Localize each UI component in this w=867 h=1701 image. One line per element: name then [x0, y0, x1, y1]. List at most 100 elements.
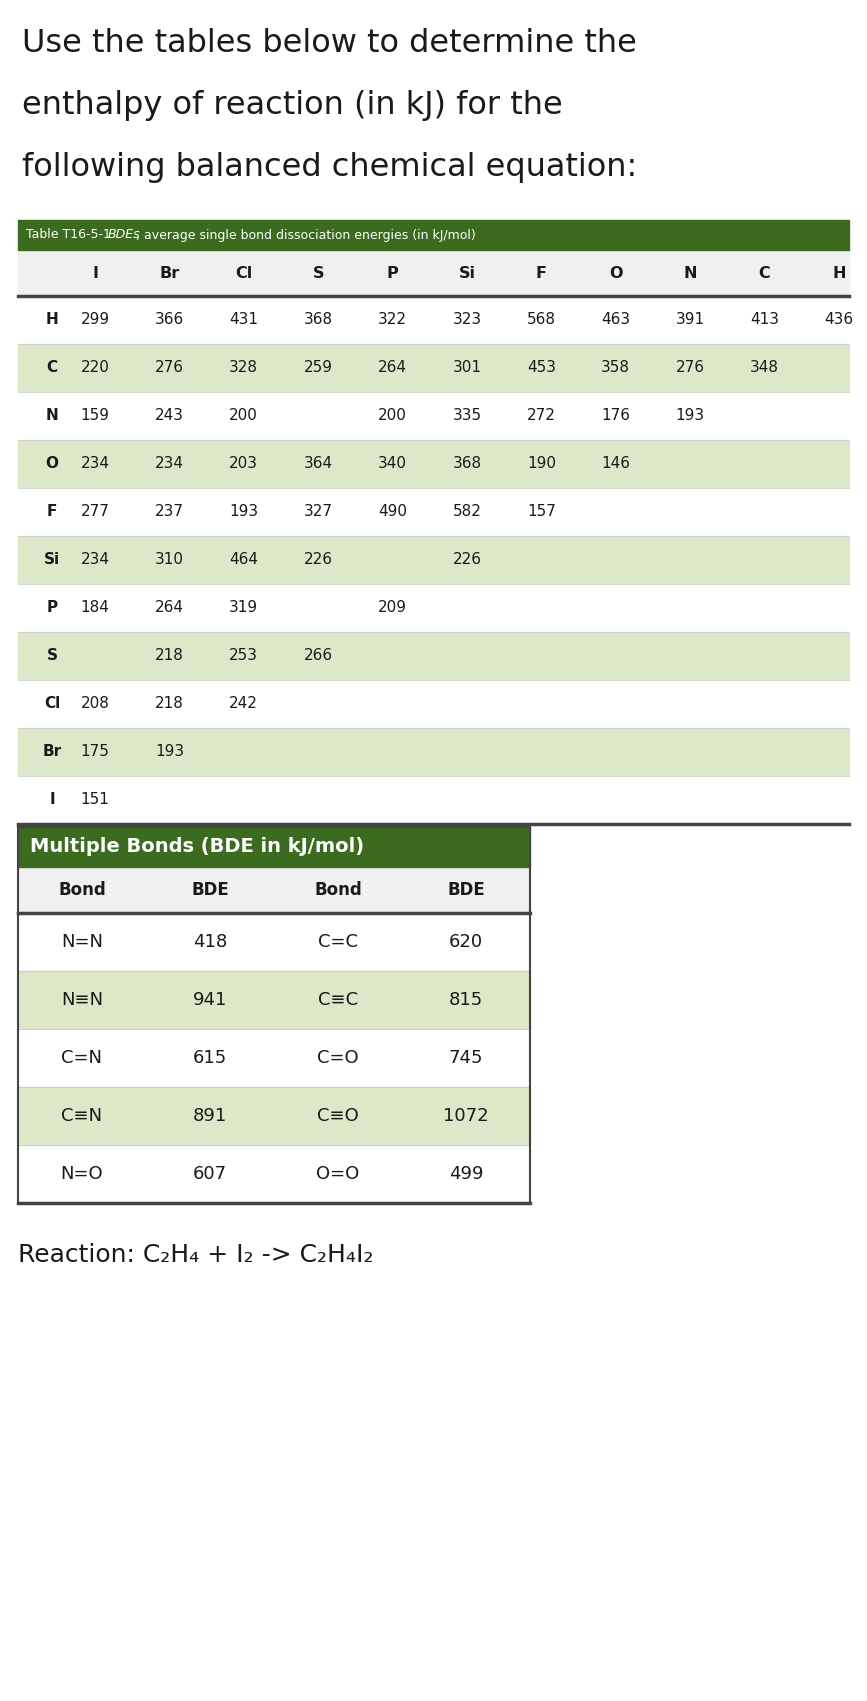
Text: 364: 364: [303, 456, 333, 471]
Bar: [18, 219, 849, 250]
Text: 327: 327: [303, 505, 333, 519]
Text: 340: 340: [378, 456, 407, 471]
Text: 499: 499: [449, 1165, 483, 1182]
Bar: [18, 391, 849, 441]
Text: 368: 368: [453, 456, 481, 471]
Text: Use the tables below to determine the: Use the tables below to determine the: [22, 27, 637, 60]
Bar: [18, 344, 849, 391]
Text: Bond: Bond: [58, 881, 106, 900]
Text: 568: 568: [527, 313, 556, 328]
Bar: [18, 633, 849, 680]
Text: C: C: [47, 361, 57, 376]
Text: BDE: BDE: [447, 881, 485, 900]
Text: C≡O: C≡O: [317, 1107, 359, 1124]
Text: N: N: [46, 408, 58, 424]
Text: , average single bond dissociation energies (in kJ/mol): , average single bond dissociation energ…: [136, 228, 476, 242]
Text: 323: 323: [453, 313, 481, 328]
Text: P: P: [387, 265, 399, 281]
Text: Si: Si: [459, 265, 475, 281]
Text: 184: 184: [81, 600, 109, 616]
Text: 243: 243: [155, 408, 184, 424]
Text: P: P: [47, 600, 57, 616]
Text: 264: 264: [378, 361, 407, 376]
Text: 193: 193: [675, 408, 705, 424]
Text: 463: 463: [601, 313, 630, 328]
Text: Reaction: C₂H₄ + I₂ -> C₂H₄I₂: Reaction: C₂H₄ + I₂ -> C₂H₄I₂: [18, 1243, 374, 1267]
Text: C=N: C=N: [62, 1050, 102, 1067]
Bar: [18, 1145, 530, 1203]
Text: 234: 234: [81, 456, 109, 471]
Text: F: F: [47, 505, 57, 519]
Text: 264: 264: [155, 600, 184, 616]
Bar: [18, 868, 530, 913]
Text: 391: 391: [675, 313, 705, 328]
Text: 218: 218: [155, 648, 184, 663]
Text: 242: 242: [230, 696, 258, 711]
Text: C≡C: C≡C: [318, 992, 358, 1009]
Text: 209: 209: [378, 600, 407, 616]
Text: 220: 220: [81, 361, 109, 376]
Text: 226: 226: [453, 553, 481, 568]
Bar: [18, 488, 849, 536]
Bar: [18, 536, 849, 583]
Bar: [18, 250, 849, 296]
Text: 464: 464: [229, 553, 258, 568]
Text: 190: 190: [527, 456, 556, 471]
Text: 157: 157: [527, 505, 556, 519]
Bar: [18, 441, 849, 488]
Text: S: S: [47, 648, 57, 663]
Bar: [18, 728, 849, 776]
Text: N=O: N=O: [61, 1165, 103, 1182]
Text: Si: Si: [44, 553, 60, 568]
Text: 234: 234: [155, 456, 184, 471]
Text: 208: 208: [81, 696, 109, 711]
Text: 745: 745: [449, 1050, 483, 1067]
Text: 607: 607: [193, 1165, 227, 1182]
Text: 319: 319: [229, 600, 258, 616]
Bar: [18, 583, 849, 633]
Text: 328: 328: [229, 361, 258, 376]
Bar: [18, 776, 849, 823]
Text: 176: 176: [602, 408, 630, 424]
Text: 891: 891: [192, 1107, 227, 1124]
Text: 815: 815: [449, 992, 483, 1009]
Text: 253: 253: [229, 648, 258, 663]
Text: 413: 413: [750, 313, 779, 328]
Text: O=O: O=O: [316, 1165, 360, 1182]
Text: 335: 335: [453, 408, 481, 424]
Text: 272: 272: [527, 408, 556, 424]
Text: S: S: [312, 265, 324, 281]
Text: Br: Br: [160, 265, 179, 281]
Text: 234: 234: [81, 553, 109, 568]
Text: 368: 368: [303, 313, 333, 328]
Text: 259: 259: [303, 361, 333, 376]
Text: 366: 366: [155, 313, 184, 328]
Bar: [18, 971, 530, 1029]
Text: 310: 310: [155, 553, 184, 568]
Text: 146: 146: [602, 456, 630, 471]
Text: 348: 348: [750, 361, 779, 376]
Text: N: N: [683, 265, 697, 281]
Text: Cl: Cl: [44, 696, 60, 711]
Text: O: O: [45, 456, 58, 471]
Text: 301: 301: [453, 361, 481, 376]
Text: enthalpy of reaction (in kJ) for the: enthalpy of reaction (in kJ) for the: [22, 90, 563, 121]
Text: 266: 266: [303, 648, 333, 663]
Text: 276: 276: [675, 361, 705, 376]
Text: 237: 237: [155, 505, 184, 519]
Text: 226: 226: [303, 553, 333, 568]
Text: Multiple Bonds (BDE in kJ/mol): Multiple Bonds (BDE in kJ/mol): [30, 837, 364, 857]
Text: 358: 358: [602, 361, 630, 376]
Text: 277: 277: [81, 505, 109, 519]
Text: Bond: Bond: [314, 881, 362, 900]
Text: 453: 453: [527, 361, 556, 376]
Text: 200: 200: [378, 408, 407, 424]
Text: 418: 418: [192, 934, 227, 951]
Text: 200: 200: [230, 408, 258, 424]
Text: 431: 431: [229, 313, 258, 328]
Text: BDE: BDE: [191, 881, 229, 900]
Text: C≡N: C≡N: [62, 1107, 102, 1124]
Text: Table T16-5-1.: Table T16-5-1.: [26, 228, 119, 242]
Text: H: H: [46, 313, 58, 328]
Text: 193: 193: [229, 505, 258, 519]
